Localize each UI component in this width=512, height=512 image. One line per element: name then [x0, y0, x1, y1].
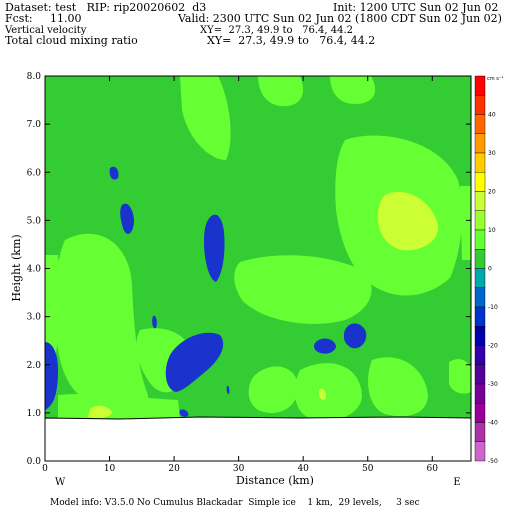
field-2-xsec: XY= 27.3, 49.9 to 76.4, 44.2 [207, 34, 376, 47]
color-bar-swatch [474, 95, 486, 115]
color-bar-swatch [474, 326, 486, 346]
y-tick-label: 3.0 [27, 313, 42, 323]
yellow-green-regions [88, 191, 439, 418]
dataset-label: Dataset: test RIP: rip20020602 d3 [5, 1, 207, 14]
light-green-region [449, 359, 471, 394]
color-bar-label: -20 [488, 343, 498, 350]
forecast-hour: Fcst: 11.00 [5, 12, 82, 25]
blue-region [165, 332, 224, 392]
color-bar-label: -10 [488, 304, 498, 311]
x-axis: 0 10 20 30 40 50 60 [42, 76, 438, 474]
color-bar-swatch [474, 210, 486, 231]
light-green-region [58, 394, 180, 420]
light-green-region [45, 255, 61, 360]
light-green-region [460, 186, 471, 260]
blue-region [226, 385, 230, 394]
color-bar-swatch [474, 403, 486, 423]
color-bar-swatch [474, 133, 486, 154]
blue-region [343, 323, 367, 349]
color-bar-label: 10 [488, 227, 496, 234]
model-info: Model info: V3.5.0 No Cumulus Blackadar … [50, 498, 420, 508]
blue-region [120, 203, 134, 234]
light-green-region [248, 366, 299, 414]
y-tick-label: 7.0 [27, 120, 42, 130]
y-tick-label: 1.0 [27, 409, 42, 419]
valid-time: Valid: 2300 UTC Sun 02 Jun 02 (1800 CDT … [178, 12, 502, 25]
blue-regions [45, 166, 367, 417]
color-bar-swatch [474, 75, 486, 96]
terrain [45, 416, 471, 461]
y-tick-label: 4.0 [27, 265, 42, 275]
x-axis-title: Distance (km) [236, 474, 314, 487]
x-axis-right-endpoint: E [453, 477, 460, 488]
light-green-region [234, 255, 372, 324]
color-bar [474, 75, 486, 462]
color-bar-label: -30 [488, 381, 498, 388]
x-tick-label: 10 [104, 464, 116, 474]
color-bar-swatch [474, 191, 486, 211]
y-axis: 0.0 1.0 2.0 3.0 4.0 5.0 6.0 7.0 8.0 [27, 72, 471, 467]
light-green-region [55, 233, 149, 409]
y-tick-label: 6.0 [27, 168, 42, 178]
blue-region [313, 338, 336, 354]
light-green-region [368, 357, 428, 417]
yellow-green-region [318, 388, 327, 400]
x-tick-label: 20 [168, 464, 180, 474]
color-bar-swatch [474, 229, 486, 250]
color-bar-swatch [474, 441, 486, 462]
yellow-green-region [88, 405, 112, 418]
plot-area [45, 76, 471, 461]
x-axis-left-endpoint: W [55, 477, 66, 488]
x-tick-label: 40 [297, 464, 309, 474]
light-green-region [180, 76, 231, 160]
color-bar-swatch [474, 422, 486, 442]
light-green-region [330, 76, 376, 104]
init-time: Init: 1200 UTC Sun 02 Jun 02 [333, 1, 499, 14]
y-tick-label: 0.0 [27, 457, 42, 467]
color-bar-swatch [474, 306, 486, 327]
color-bar-swatch [474, 114, 486, 134]
blue-region [45, 342, 58, 410]
color-bar-swatch [474, 249, 486, 269]
color-bar-swatch [474, 268, 486, 288]
y-tick-label: 2.0 [27, 361, 42, 371]
y-axis-title: Height (km) [10, 234, 23, 301]
blue-region [179, 409, 189, 417]
color-bar-swatch [474, 172, 486, 192]
light-green-region [258, 76, 304, 107]
color-bar-label: 0 [488, 266, 492, 273]
color-bar-label: 30 [488, 150, 496, 157]
color-bar-unit: cm s⁻¹ [487, 76, 503, 82]
color-bar-label: 40 [488, 112, 496, 119]
x-tick-label: 50 [362, 464, 374, 474]
color-bar-label: 20 [488, 189, 496, 196]
color-bar-swatch [474, 287, 486, 308]
x-tick-label: 30 [233, 464, 245, 474]
color-bar-swatch [474, 383, 486, 404]
blue-region [204, 214, 225, 282]
field-1-xsec: XY= 27.3, 49.9 to 76.4, 44.2 [200, 25, 353, 36]
blue-region [109, 166, 119, 180]
field-1-name: Vertical velocity [5, 25, 87, 36]
x-tick-label: 60 [427, 464, 439, 474]
color-bar-swatch [474, 364, 486, 385]
field-2-name: Total cloud mixing ratio [5, 34, 138, 47]
yellow-green-region [377, 191, 439, 251]
light-green-region [294, 363, 362, 421]
y-tick-label: 5.0 [27, 216, 42, 226]
color-bar-swatch [474, 345, 486, 365]
y-tick-label: 8.0 [27, 72, 42, 82]
blue-region [152, 315, 157, 329]
x-tick-label: 0 [42, 464, 48, 474]
color-bar-label: -40 [488, 420, 498, 427]
color-bar-label: -50 [488, 458, 498, 465]
color-bar-swatch [474, 152, 486, 173]
color-bar-labels: 40 30 20 10 0 -10 -20 -30 -40 -50 [488, 112, 498, 466]
